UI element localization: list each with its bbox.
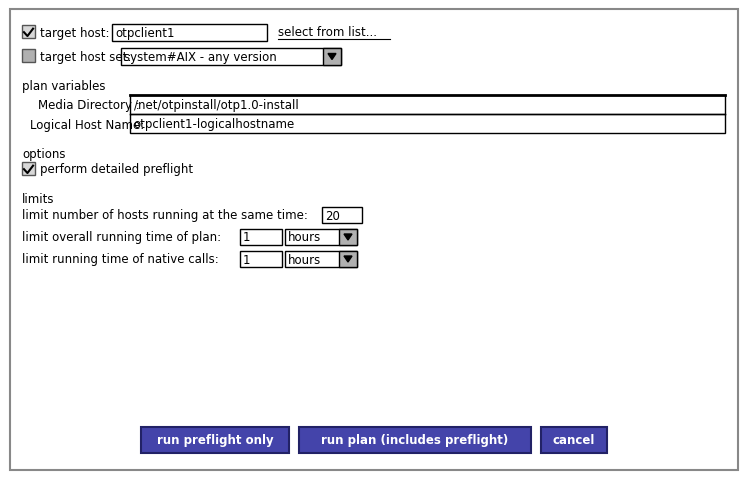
Bar (299, 427, 531, 453)
Text: limit number of hosts running at the same time:: limit number of hosts running at the sam… (22, 209, 308, 222)
Text: target host:: target host: (40, 26, 109, 39)
Text: target host set:: target host set: (40, 50, 132, 63)
Text: limits: limits (22, 192, 55, 205)
Text: 20: 20 (325, 209, 340, 222)
Bar (130, 115, 725, 134)
Polygon shape (344, 256, 352, 263)
Bar (240, 229, 282, 245)
Text: hours: hours (288, 253, 321, 266)
Bar (285, 252, 357, 267)
Text: 1: 1 (243, 253, 251, 266)
Text: Logical Host Name:: Logical Host Name: (30, 118, 144, 131)
Bar (130, 96, 725, 115)
Text: otpclient1: otpclient1 (115, 27, 174, 40)
Bar (322, 207, 362, 224)
Text: hours: hours (288, 231, 321, 244)
Bar (285, 229, 357, 245)
Text: limit running time of native calls:: limit running time of native calls: (22, 253, 218, 266)
Bar (112, 25, 267, 42)
Bar (22, 26, 35, 39)
Text: select from list...: select from list... (278, 26, 377, 39)
Text: run preflight only: run preflight only (156, 433, 273, 446)
Text: run plan (includes preflight): run plan (includes preflight) (322, 433, 509, 446)
Text: cancel: cancel (553, 433, 595, 446)
Text: Media Directory :: Media Directory : (38, 99, 140, 112)
Text: otpclient1-logicalhostname: otpclient1-logicalhostname (133, 118, 294, 131)
Bar (541, 427, 607, 453)
Text: 1: 1 (243, 231, 251, 244)
Polygon shape (328, 54, 336, 60)
Bar (141, 427, 289, 453)
Polygon shape (344, 235, 352, 240)
Bar (339, 229, 357, 245)
Bar (121, 49, 341, 66)
Text: /net/otpinstall/otp1.0-install: /net/otpinstall/otp1.0-install (134, 99, 298, 112)
Text: system#AIX - any version: system#AIX - any version (124, 51, 277, 64)
Bar (22, 163, 35, 176)
Bar (323, 49, 341, 66)
Text: perform detailed preflight: perform detailed preflight (40, 163, 193, 176)
Text: plan variables: plan variables (22, 80, 105, 93)
Text: options: options (22, 148, 66, 161)
Bar (22, 50, 35, 63)
Bar (339, 252, 357, 267)
Text: limit overall running time of plan:: limit overall running time of plan: (22, 231, 221, 244)
Bar (240, 252, 282, 267)
